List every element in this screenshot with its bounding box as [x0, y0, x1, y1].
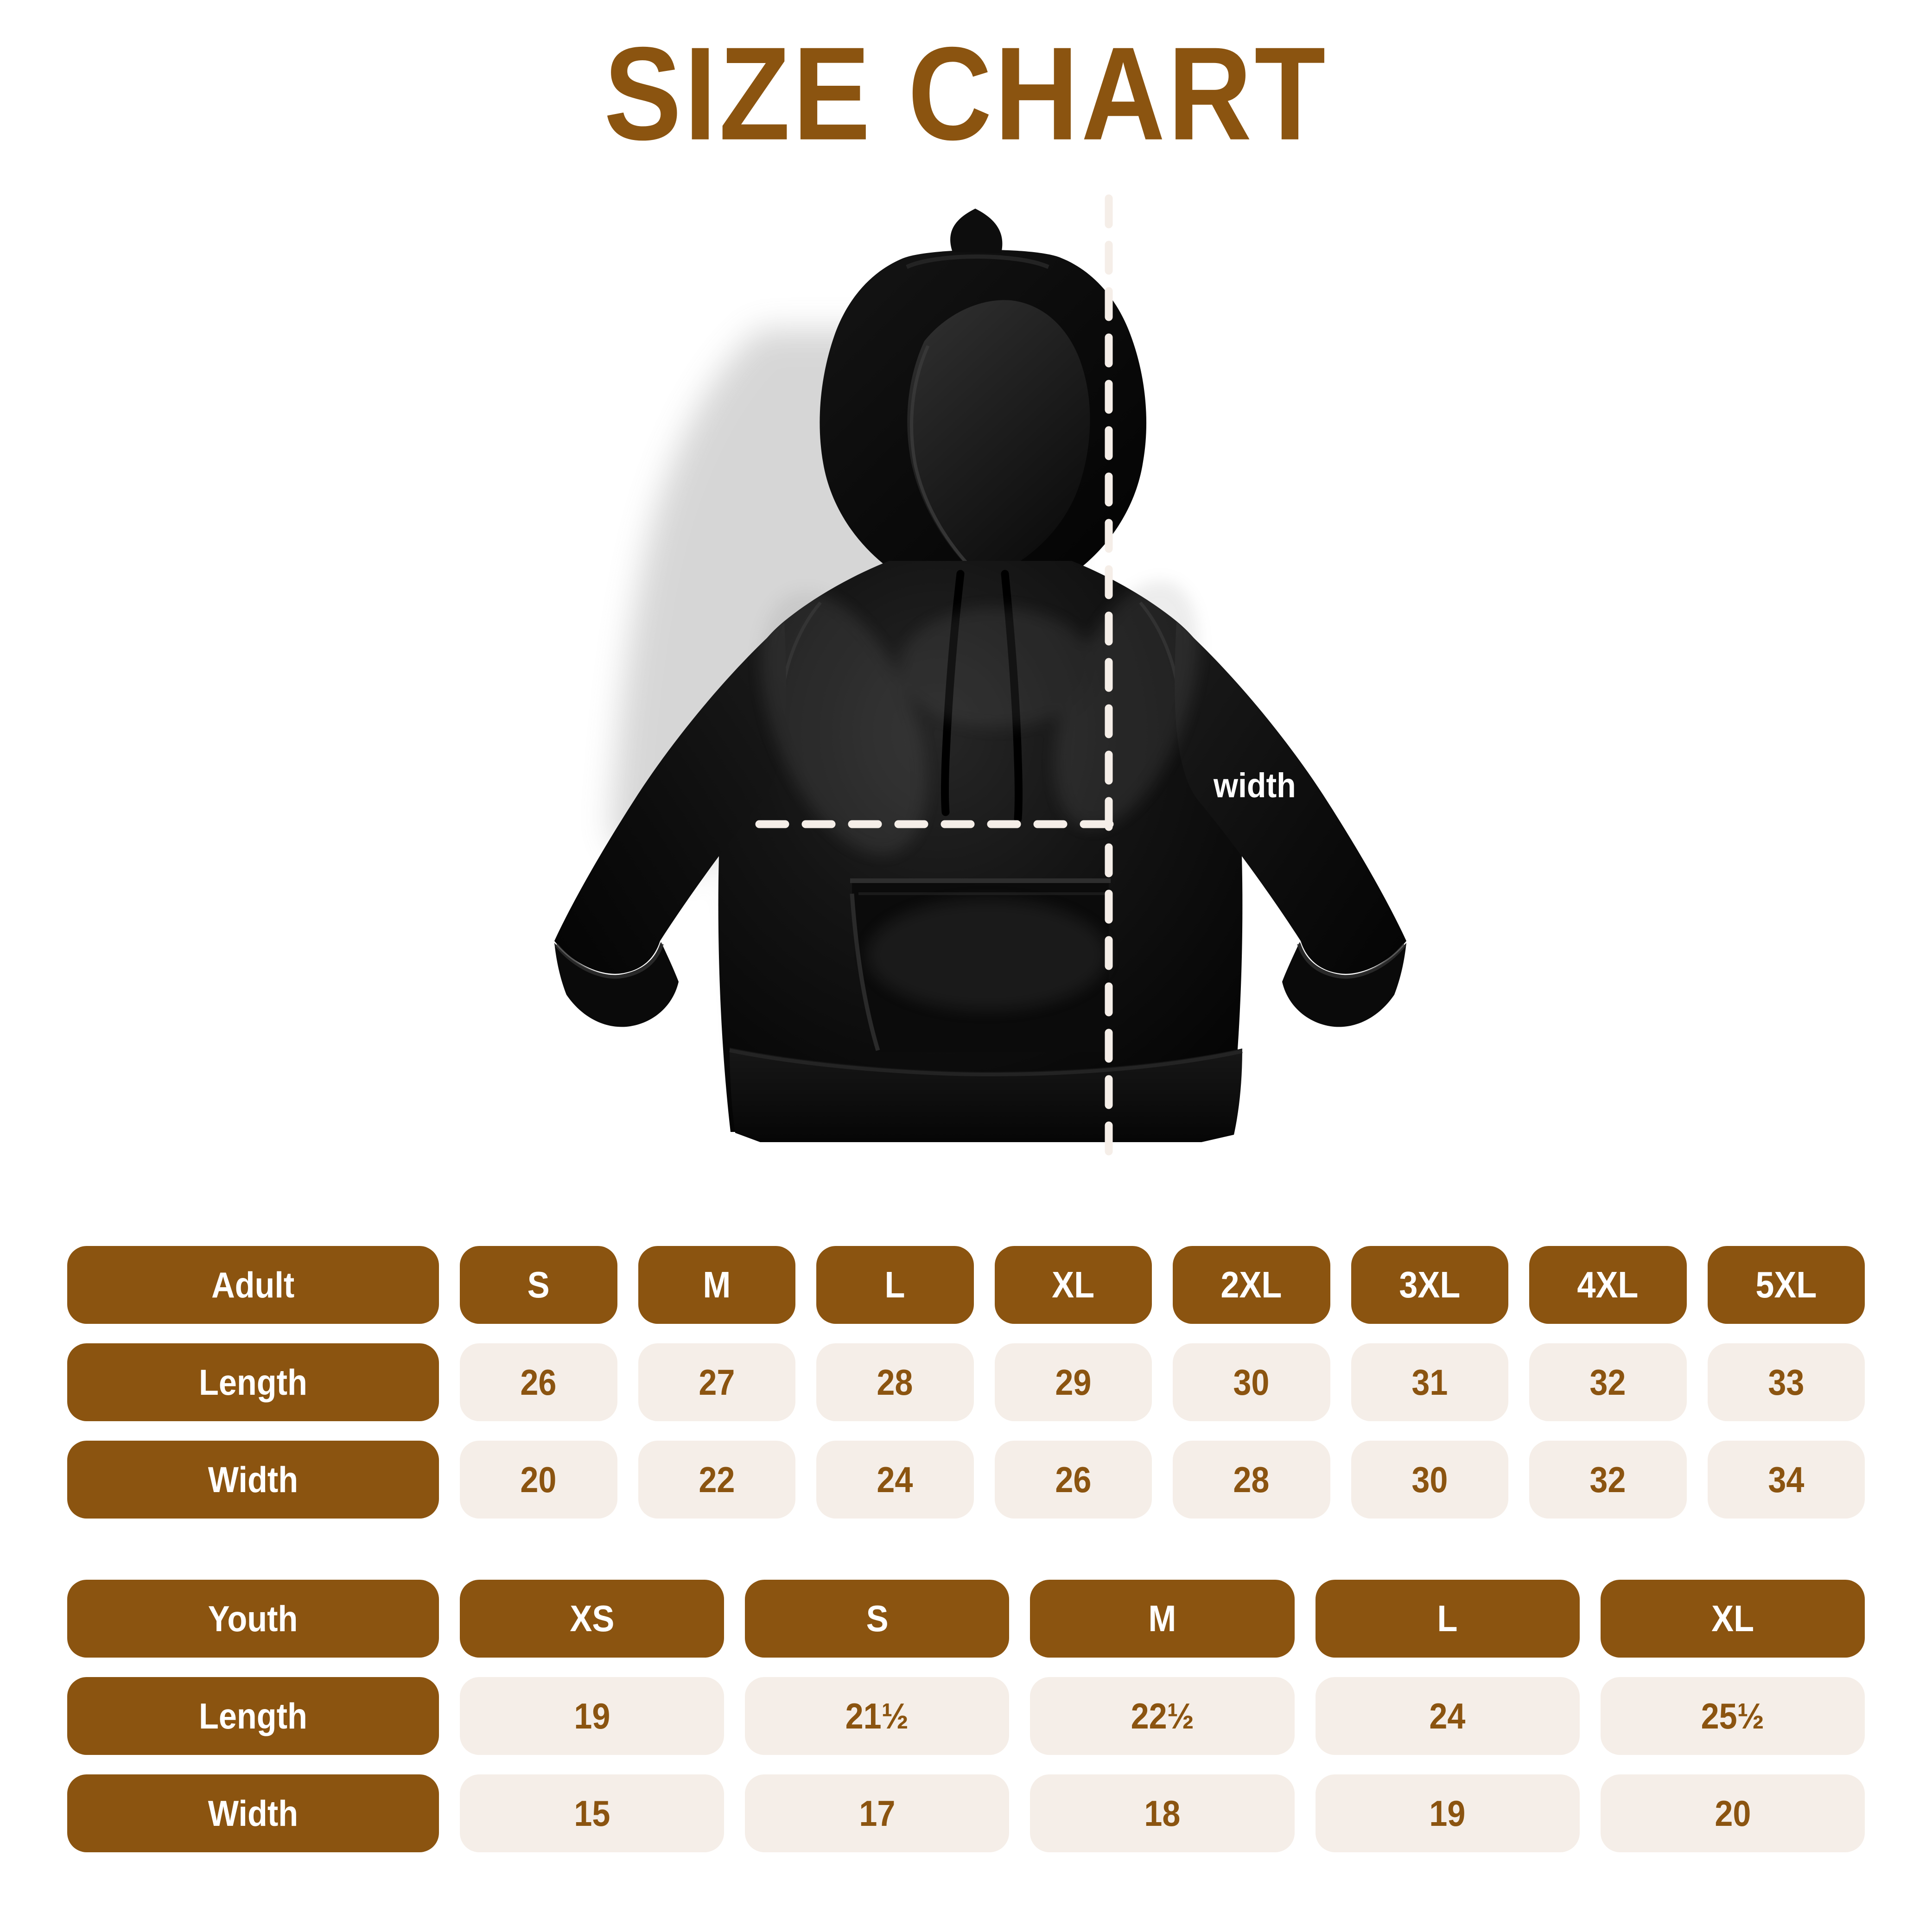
youth-length-l: 24: [1315, 1677, 1580, 1755]
sleeve-left: [554, 622, 786, 974]
youth-width-xl: 20: [1600, 1774, 1865, 1852]
adult-width-m: 22: [638, 1441, 795, 1519]
adult-header-label: Adult: [67, 1246, 439, 1324]
youth-width-m: 18: [1030, 1774, 1295, 1852]
adult-width-3xl: 30: [1351, 1441, 1508, 1519]
cuff-right: [1282, 942, 1406, 1027]
adult-width-2xl: 28: [1173, 1441, 1330, 1519]
hoodie-illustration: width length: [464, 176, 1553, 1210]
cuff-right-seam: [1297, 943, 1406, 979]
adult-length-4xl: 32: [1529, 1343, 1687, 1421]
adult-size-2xl: 2XL: [1173, 1246, 1330, 1324]
adult-length-l: 28: [816, 1343, 974, 1421]
adult-length-row: Length 26 27 28 29 30 31 32 33: [0, 1343, 1932, 1421]
adult-size-5xl: 5XL: [1707, 1246, 1865, 1324]
adult-size-table: Adult S M L XL 2XL 3XL 4XL 5XL Length 26…: [0, 1246, 1932, 1519]
youth-width-xs: 15: [460, 1774, 724, 1852]
length-measurement-label: length: [1515, 1103, 1553, 1198]
youth-length-row: Length 19 21½ 22½ 24 25½: [0, 1677, 1932, 1755]
width-measurement-label: width: [1214, 766, 1296, 805]
adult-length-m: 27: [638, 1343, 795, 1421]
adult-width-l: 24: [816, 1441, 974, 1519]
adult-width-xl: 26: [994, 1441, 1152, 1519]
youth-header-row: Youth XS S M L XL: [0, 1580, 1932, 1658]
youth-length-label: Length: [67, 1677, 439, 1755]
adult-length-5xl: 33: [1707, 1343, 1865, 1421]
adult-length-s: 26: [460, 1343, 617, 1421]
adult-header-row: Adult S M L XL 2XL 3XL 4XL 5XL: [0, 1246, 1932, 1324]
youth-size-xs: XS: [460, 1580, 724, 1658]
youth-length-s: 21½: [745, 1677, 1010, 1755]
adult-size-l: L: [816, 1246, 974, 1324]
page-title: SIZE CHART: [604, 20, 1328, 168]
youth-size-l: L: [1315, 1580, 1580, 1658]
youth-size-table: Youth XS S M L XL Length 19 21½ 22½ 24 2…: [0, 1580, 1932, 1852]
adult-size-3xl: 3XL: [1351, 1246, 1508, 1324]
hoodie-svg: [554, 194, 1406, 1163]
hood-opening-seam: [910, 345, 980, 577]
adult-width-4xl: 32: [1529, 1441, 1687, 1519]
youth-width-label: Width: [67, 1774, 439, 1852]
youth-length-m: 22½: [1030, 1677, 1295, 1755]
cuff-left-seam: [554, 943, 664, 979]
youth-length-xl: 25½: [1600, 1677, 1865, 1755]
adult-width-row: Width 20 22 24 26 28 30 32 34: [0, 1441, 1932, 1519]
fabric-highlights: [761, 581, 1199, 1010]
adult-length-3xl: 31: [1351, 1343, 1508, 1421]
youth-size-s: S: [745, 1580, 1010, 1658]
adult-length-label: Length: [67, 1343, 439, 1421]
waistband-seam: [729, 1049, 1243, 1077]
youth-width-row: Width 15 17 18 19 20: [0, 1774, 1932, 1852]
adult-length-2xl: 30: [1173, 1343, 1330, 1421]
pocket-side-seam: [850, 893, 880, 1051]
adult-size-s: S: [460, 1246, 617, 1324]
adult-width-5xl: 34: [1707, 1441, 1865, 1519]
youth-size-xl: XL: [1600, 1580, 1865, 1658]
sleeve-right: [1175, 622, 1406, 974]
adult-width-s: 20: [460, 1441, 617, 1519]
youth-width-l: 19: [1315, 1774, 1580, 1852]
hood-inner: [907, 300, 1090, 578]
adult-width-label: Width: [67, 1441, 439, 1519]
cuff-left: [554, 942, 679, 1027]
adult-size-m: M: [638, 1246, 795, 1324]
hood-ridge: [950, 209, 1003, 253]
hood-drawstring-channel: [906, 254, 1049, 269]
youth-header-label: Youth: [67, 1580, 439, 1658]
youth-length-xs: 19: [460, 1677, 724, 1755]
youth-width-s: 17: [745, 1774, 1010, 1852]
adult-length-xl: 29: [994, 1343, 1152, 1421]
youth-size-m: M: [1030, 1580, 1295, 1658]
adult-size-4xl: 4XL: [1529, 1246, 1687, 1324]
adult-size-xl: XL: [994, 1246, 1152, 1324]
